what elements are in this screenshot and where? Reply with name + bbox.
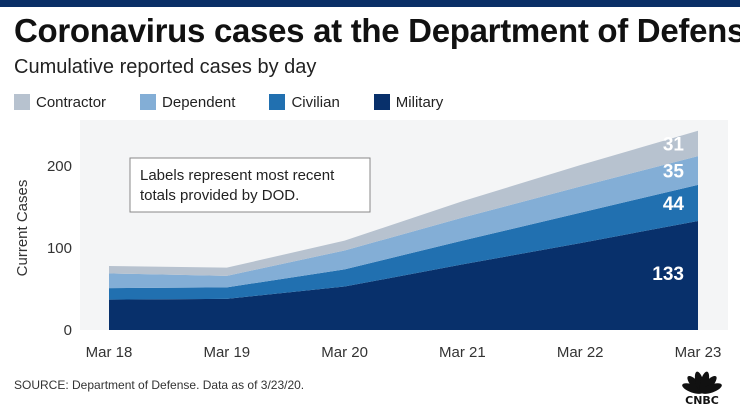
legend-swatch-dependent (140, 94, 157, 110)
legend-item-military: Military (373, 93, 444, 111)
annotation-frame (129, 157, 371, 213)
peacock-icon (682, 371, 722, 394)
x-tick-label: Mar 23 (675, 344, 722, 361)
annotation-text: Labels represent most recent totals prov… (140, 167, 338, 204)
legend-label-civilian: Civilian (291, 93, 340, 111)
legend-label-dependent: Dependent (162, 93, 236, 111)
source-note: SOURCE: Department of Defense. Data as o… (14, 378, 305, 392)
chart-title: Coronavirus cases at the Department of D… (14, 12, 740, 49)
annotation-box: Labels represent most recent totals prov… (129, 157, 371, 213)
annotation-line-1: Labels represent most recent (140, 167, 335, 184)
area-dependent (109, 156, 698, 289)
y-tick-label: 100 (47, 240, 72, 257)
x-tick-label: Mar 20 (321, 344, 368, 361)
area-civilian (109, 184, 698, 300)
x-tick-label: Mar 21 (439, 344, 486, 361)
logo-wordmark: CNBC (685, 394, 719, 407)
legend-label-military: Military (395, 93, 444, 111)
x-axis-tick-labels: Mar 18 Mar 19 Mar 20 Mar 21 Mar 22 Mar 23 (86, 344, 722, 361)
x-tick-label: Mar 22 (557, 344, 604, 361)
legend-item-dependent: Dependent (140, 94, 235, 111)
top-accent-bar (0, 0, 740, 7)
legend-item-contractor: Contractor (14, 94, 106, 111)
y-axis-tick-labels: 0 100 200 (47, 158, 72, 339)
data-labels: 133 44 35 31 (652, 134, 684, 284)
data-label-contractor: 31 (663, 134, 685, 155)
data-label-civilian: 44 (663, 194, 685, 215)
legend-swatch-military (373, 94, 390, 110)
chart-legend: Contractor Dependent Civilian Military (14, 91, 477, 113)
area-layers (109, 130, 698, 330)
legend-swatch-civilian (269, 94, 286, 110)
x-tick-label: Mar 18 (86, 344, 133, 361)
data-label-military: 133 (652, 264, 684, 285)
y-tick-label: 0 (64, 322, 72, 339)
data-label-dependent: 35 (663, 162, 685, 183)
cnbc-logo: CNBC (674, 364, 730, 410)
legend-item-civilian: Civilian (269, 93, 340, 111)
y-axis-title: Current Cases (14, 180, 31, 277)
legend-label-contractor: Contractor (36, 93, 107, 111)
x-tick-label: Mar 19 (203, 344, 250, 361)
annotation-line-2: totals provided by DOD. (140, 187, 299, 204)
chart-subtitle: Cumulative reported cases by day (14, 56, 317, 78)
y-tick-label: 200 (47, 158, 72, 175)
legend-swatch-contractor (14, 94, 30, 110)
